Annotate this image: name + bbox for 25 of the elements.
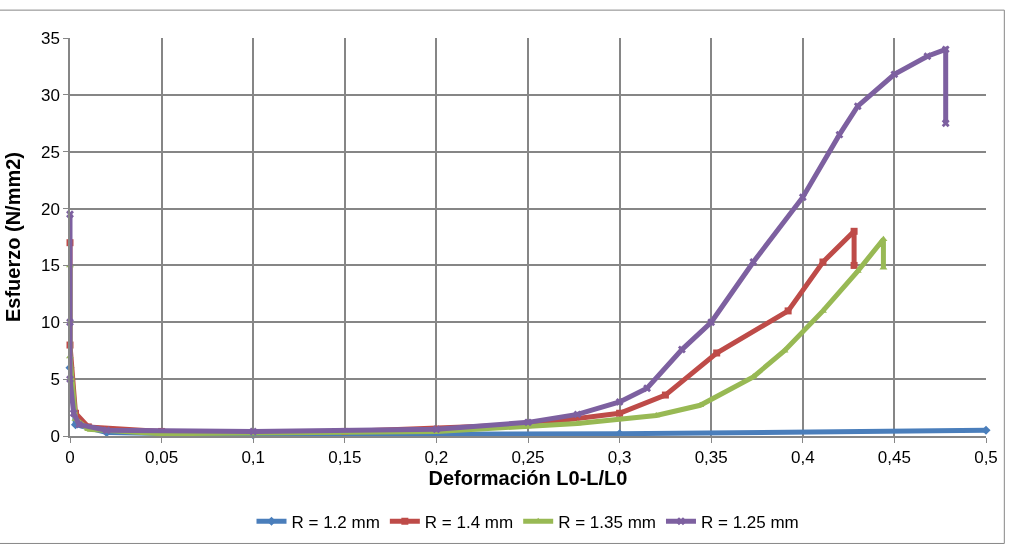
legend-label: R = 1.2 mm — [291, 512, 380, 532]
x-tick-label: 0,05 — [145, 448, 179, 468]
legend-label: R = 1.25 mm — [700, 512, 799, 532]
x-tick-label: 0,35 — [694, 448, 728, 468]
y-tick-label: 10 — [40, 313, 60, 333]
y-tick-label: 35 — [40, 28, 60, 48]
y-tick-label: 30 — [40, 85, 60, 105]
y-tick-label: 15 — [40, 256, 60, 276]
x-tick-label: 0,4 — [790, 448, 815, 468]
x-tick-label: 0,5 — [974, 448, 998, 468]
y-tick-label: 20 — [40, 199, 60, 219]
x-tick-label: 0,25 — [511, 448, 545, 468]
x-tick-label: 0,1 — [241, 448, 266, 468]
x-tick-label: 0,2 — [424, 448, 449, 468]
x-axis-title: Deformación L0-L/L0 — [428, 467, 628, 490]
x-tick-label: 0,15 — [328, 448, 362, 468]
y-tick-label: 25 — [40, 142, 60, 162]
x-tick-label: 0 — [65, 448, 75, 468]
legend-label: R = 1.35 mm — [558, 512, 656, 532]
y-axis-title: Esfuerzo (N/mm2) — [1, 151, 24, 323]
x-tick-label: 0,3 — [607, 448, 632, 468]
legend-label: R = 1.4 mm — [424, 512, 514, 532]
x-tick-label: 0,45 — [877, 448, 911, 468]
y-tick-label: 0 — [50, 426, 60, 446]
y-tick-label: 5 — [50, 370, 60, 390]
